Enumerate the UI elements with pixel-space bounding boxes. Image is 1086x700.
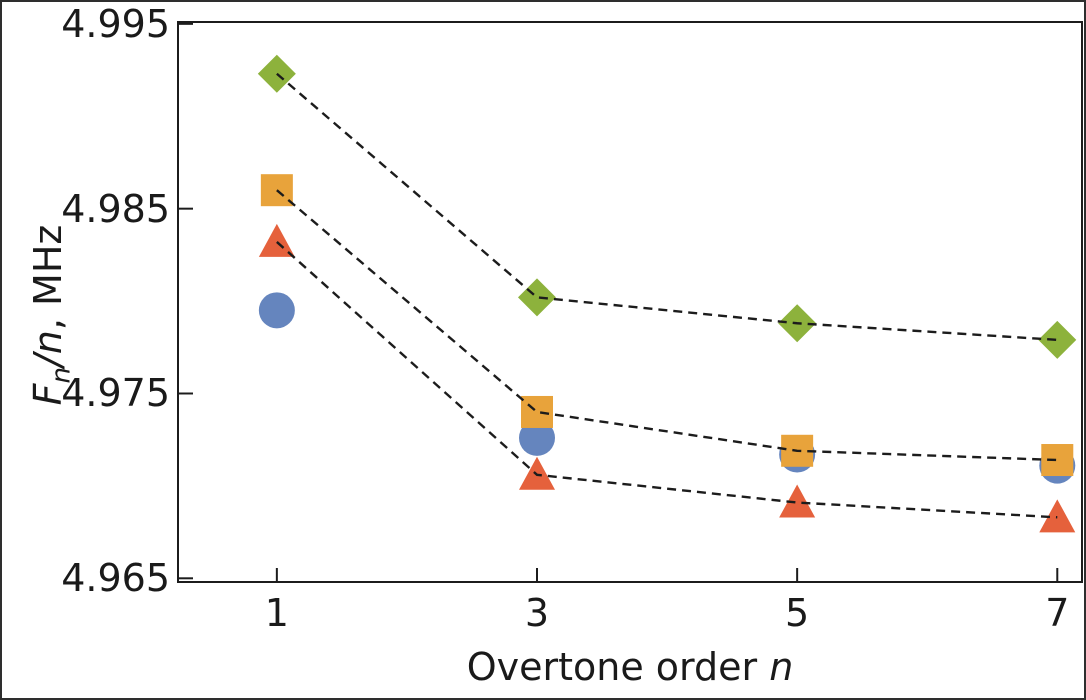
diamond-series-line	[276, 72, 1058, 342]
x-tick-label: 3	[524, 591, 550, 635]
y-tick-label: 4.965	[61, 556, 170, 601]
diamond-series-marker	[1038, 320, 1077, 359]
y-tick-label: 4.995	[61, 1, 170, 46]
y-tick-label: 4.975	[61, 371, 170, 416]
triangle-series-marker	[779, 484, 816, 518]
triangle-series-marker	[1039, 499, 1076, 533]
triangle-series-line	[276, 241, 1058, 519]
x-tick-label: 1	[264, 591, 289, 635]
x-tick-label: 7	[1045, 591, 1070, 635]
y-axis-label-slash: /	[26, 354, 70, 368]
square-series-marker	[520, 395, 553, 428]
plot-frame	[177, 21, 1083, 583]
triangle-series-marker	[258, 223, 295, 257]
x-axis-label-n: n	[769, 645, 794, 689]
x-axis-label-text: Overtone order	[466, 645, 770, 689]
y-axis-label-units: , MHz	[26, 224, 70, 331]
square-series-line	[276, 189, 1058, 462]
x-tick-label: 5	[785, 591, 810, 635]
y-axis-label-n: n	[26, 330, 70, 355]
square-series-marker	[1041, 444, 1074, 477]
diamond-series-marker	[517, 278, 556, 317]
y-tick-label: 4.985	[61, 186, 170, 231]
x-axis-label: Overtone order n	[467, 645, 794, 689]
circle-series-marker	[518, 419, 555, 456]
circle-series-marker	[258, 292, 295, 329]
